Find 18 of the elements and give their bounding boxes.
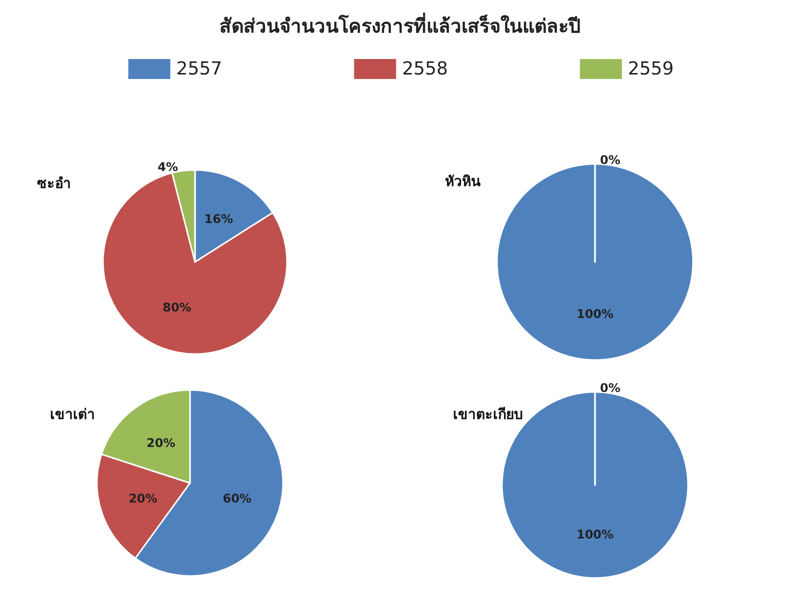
chart-title: สัดส่วนจำนวนโครงการที่แล้วเสร็จในแต่ละปี <box>220 12 580 38</box>
data-label: 100% <box>576 528 614 542</box>
text: เขาตะเกียบ <box>453 407 523 423</box>
data-label: 20% <box>128 491 158 506</box>
legend-label: 2558 <box>402 58 448 80</box>
text: เขาเต่า <box>50 407 95 423</box>
text: ซะอำ <box>37 176 71 192</box>
legend-label: 2557 <box>176 58 222 80</box>
legend-label: 2559 <box>628 58 674 80</box>
data-label: 80% <box>162 300 192 315</box>
data-label: 60% <box>222 491 252 506</box>
text: 0% <box>600 381 620 395</box>
text: หัวหิน <box>445 174 481 190</box>
data-label: 20% <box>146 436 176 450</box>
data-label: 16% <box>204 212 233 226</box>
text: 0% <box>600 153 620 167</box>
data-label: 4% <box>158 160 178 174</box>
data-label: 100% <box>576 307 614 321</box>
